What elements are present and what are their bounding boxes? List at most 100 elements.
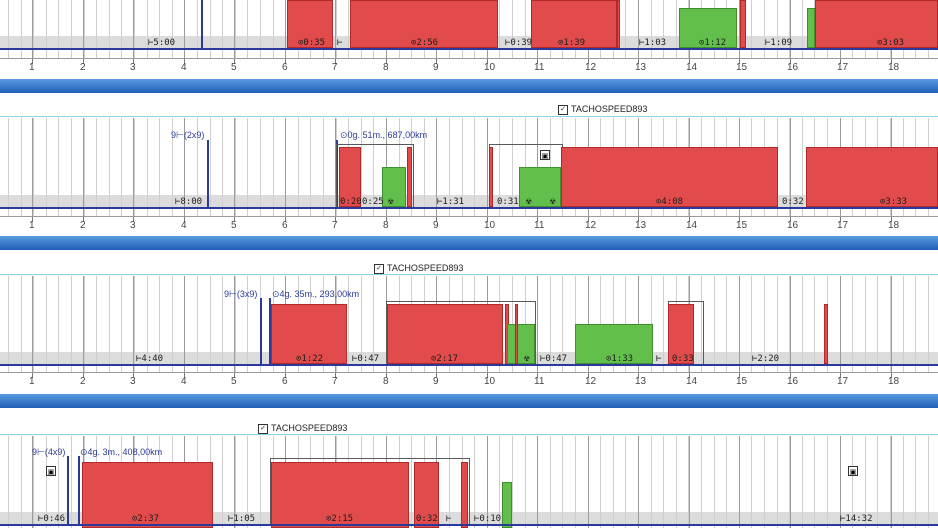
hour-tick-label: 10	[484, 220, 496, 231]
drive-label: ⊙2:56	[411, 38, 439, 48]
driving-block[interactable]	[740, 0, 746, 48]
hour-tick-label: 6	[282, 62, 288, 73]
work-label: 0:25	[362, 197, 384, 207]
work-block[interactable]	[679, 8, 737, 48]
hour-tick-label: 6	[282, 220, 288, 231]
driving-block[interactable]	[407, 147, 412, 207]
hour-tick-label: 4	[181, 220, 187, 231]
driving-block[interactable]	[806, 147, 938, 207]
vehicle-title[interactable]: ✓ TACHOSPEED893	[258, 423, 347, 434]
driving-block[interactable]	[489, 147, 493, 207]
rest-label: ⊢1:09	[765, 38, 793, 48]
trip-summary[interactable]: ⊙0g. 51m., 687,00km	[340, 130, 428, 140]
track-separator	[0, 79, 938, 93]
hour-tick-label: 1	[29, 220, 35, 231]
work-block[interactable]	[519, 167, 561, 207]
track-day-4[interactable]: ✓ TACHOSPEED893 9⊢(4x9) ⊙4g. 3m., 408,00k…	[0, 416, 938, 528]
rest-label: ⊢8:00	[175, 197, 203, 207]
driving-block[interactable]	[561, 147, 778, 207]
driving-block[interactable]	[339, 147, 361, 207]
work-block[interactable]	[507, 324, 535, 364]
hour-tick-label: 3	[130, 62, 136, 73]
trip-summary[interactable]: ⊙4g. 3m., 408,00km	[80, 447, 163, 457]
hour-tick-label: 7	[332, 376, 338, 387]
hour-tick-label: 8	[383, 220, 389, 231]
drive-label: ⊙2:15	[326, 514, 354, 524]
marker-icon[interactable]: ▣	[848, 466, 858, 476]
driving-block[interactable]	[287, 0, 333, 48]
drive-label: ⊙3:03	[877, 38, 905, 48]
hour-tick-label: 11	[534, 220, 545, 231]
rest-label: ⊢1:31	[437, 197, 465, 207]
rest-label: ⊢1:05	[228, 514, 256, 524]
work-block[interactable]	[382, 167, 406, 207]
rest-label: ⊢14:32	[840, 514, 873, 524]
hour-tick-label: 17	[837, 62, 849, 73]
rest-flag[interactable]: 9⊢(2x9)	[171, 130, 205, 140]
hour-tick-label: 12	[585, 62, 597, 73]
hour-tick-label: 5	[231, 376, 237, 387]
rest-label: ⊢	[656, 354, 662, 364]
rest-label: ⊢0:39	[505, 38, 533, 48]
trip-summary[interactable]: ⊙4g. 35m., 293,00km	[272, 289, 360, 299]
work-label: ⊙1:12	[699, 38, 727, 48]
hour-tick-label: 9	[433, 220, 439, 231]
hour-tick-label: 2	[80, 220, 86, 231]
hour-tick-label: 16	[787, 62, 799, 73]
drive-label: ⊙2:17	[431, 354, 459, 364]
rest-label: ⊢0:47	[540, 354, 568, 364]
rest-label: ⊢1:03	[639, 38, 667, 48]
marker-icon[interactable]: ▣	[540, 150, 550, 160]
hour-tick-label: 2	[80, 376, 86, 387]
driving-block[interactable]	[271, 304, 347, 364]
driving-block[interactable]	[617, 0, 620, 48]
hour-tick-label: 3	[130, 220, 136, 231]
track-day-3[interactable]: ✓ TACHOSPEED893 9⊢(3x9) ⊙4g. 35m., 293,00…	[0, 258, 938, 390]
vehicle-title[interactable]: ✓ TACHOSPEED893	[558, 104, 647, 115]
drive-label: ⊙1:39	[558, 38, 586, 48]
work-block[interactable]	[807, 8, 815, 48]
hour-tick-label: 1	[29, 62, 35, 73]
hour-tick-label: 9	[433, 62, 439, 73]
driving-block[interactable]	[350, 0, 498, 48]
hour-tick-label: 7	[332, 62, 338, 73]
vehicle-title-text: TACHOSPEED893	[271, 423, 348, 433]
driving-block[interactable]	[387, 304, 503, 364]
drive-label: ⊙2:37	[132, 514, 160, 524]
vehicle-icon: ✓	[558, 104, 568, 115]
rest-label: ⊢2:20	[752, 354, 780, 364]
track-day-1[interactable]: ⊢5:00 ⊙0:35 ⊢ ⊙2:56 ⊢0:39 ⊙1:39 ⊢1:03 ⊙1…	[0, 0, 938, 78]
rest-label: ⊢0:46	[38, 514, 66, 524]
work-block[interactable]	[575, 324, 653, 364]
marker-icon[interactable]: ▣	[46, 466, 56, 476]
driving-block[interactable]	[515, 304, 518, 364]
driving-block[interactable]	[461, 462, 468, 528]
hour-tick-label: 8	[383, 62, 389, 73]
work-block[interactable]	[502, 482, 512, 528]
rest-label: ⊢5:00	[148, 38, 176, 48]
hour-tick-label: 15	[736, 62, 748, 73]
hour-tick-label: 14	[686, 220, 698, 231]
vehicle-title[interactable]: ✓ TACHOSPEED893	[374, 263, 463, 274]
hour-tick-label: 15	[736, 220, 748, 231]
hour-tick-label: 18	[888, 220, 900, 231]
driving-block[interactable]	[531, 0, 617, 48]
track-day-2[interactable]: ✓ TACHOSPEED893 9⊢(2x9) ⊙0g. 51m., 687,00…	[0, 100, 938, 234]
hour-tick-label: 17	[837, 376, 849, 387]
vehicle-icon: ✓	[258, 423, 268, 434]
driving-block[interactable]	[271, 462, 409, 528]
rest-flag[interactable]: 9⊢(4x9)	[32, 447, 66, 457]
hour-tick-label: 13	[635, 62, 647, 73]
hour-tick-label: 16	[787, 376, 799, 387]
rest-flag[interactable]: 9⊢(3x9)	[224, 289, 258, 299]
driving-block[interactable]	[815, 0, 938, 48]
work-icon: ☢	[526, 197, 532, 207]
driving-block[interactable]	[824, 304, 828, 364]
drive-label: ⊙4:08	[656, 197, 684, 207]
rest-label: 0:32	[782, 197, 804, 207]
driving-block[interactable]	[668, 304, 694, 364]
rest-label: ⊢4:40	[136, 354, 164, 364]
hour-tick-label: 8	[383, 376, 389, 387]
hour-tick-label: 3	[130, 376, 136, 387]
hour-tick-label: 18	[888, 376, 900, 387]
